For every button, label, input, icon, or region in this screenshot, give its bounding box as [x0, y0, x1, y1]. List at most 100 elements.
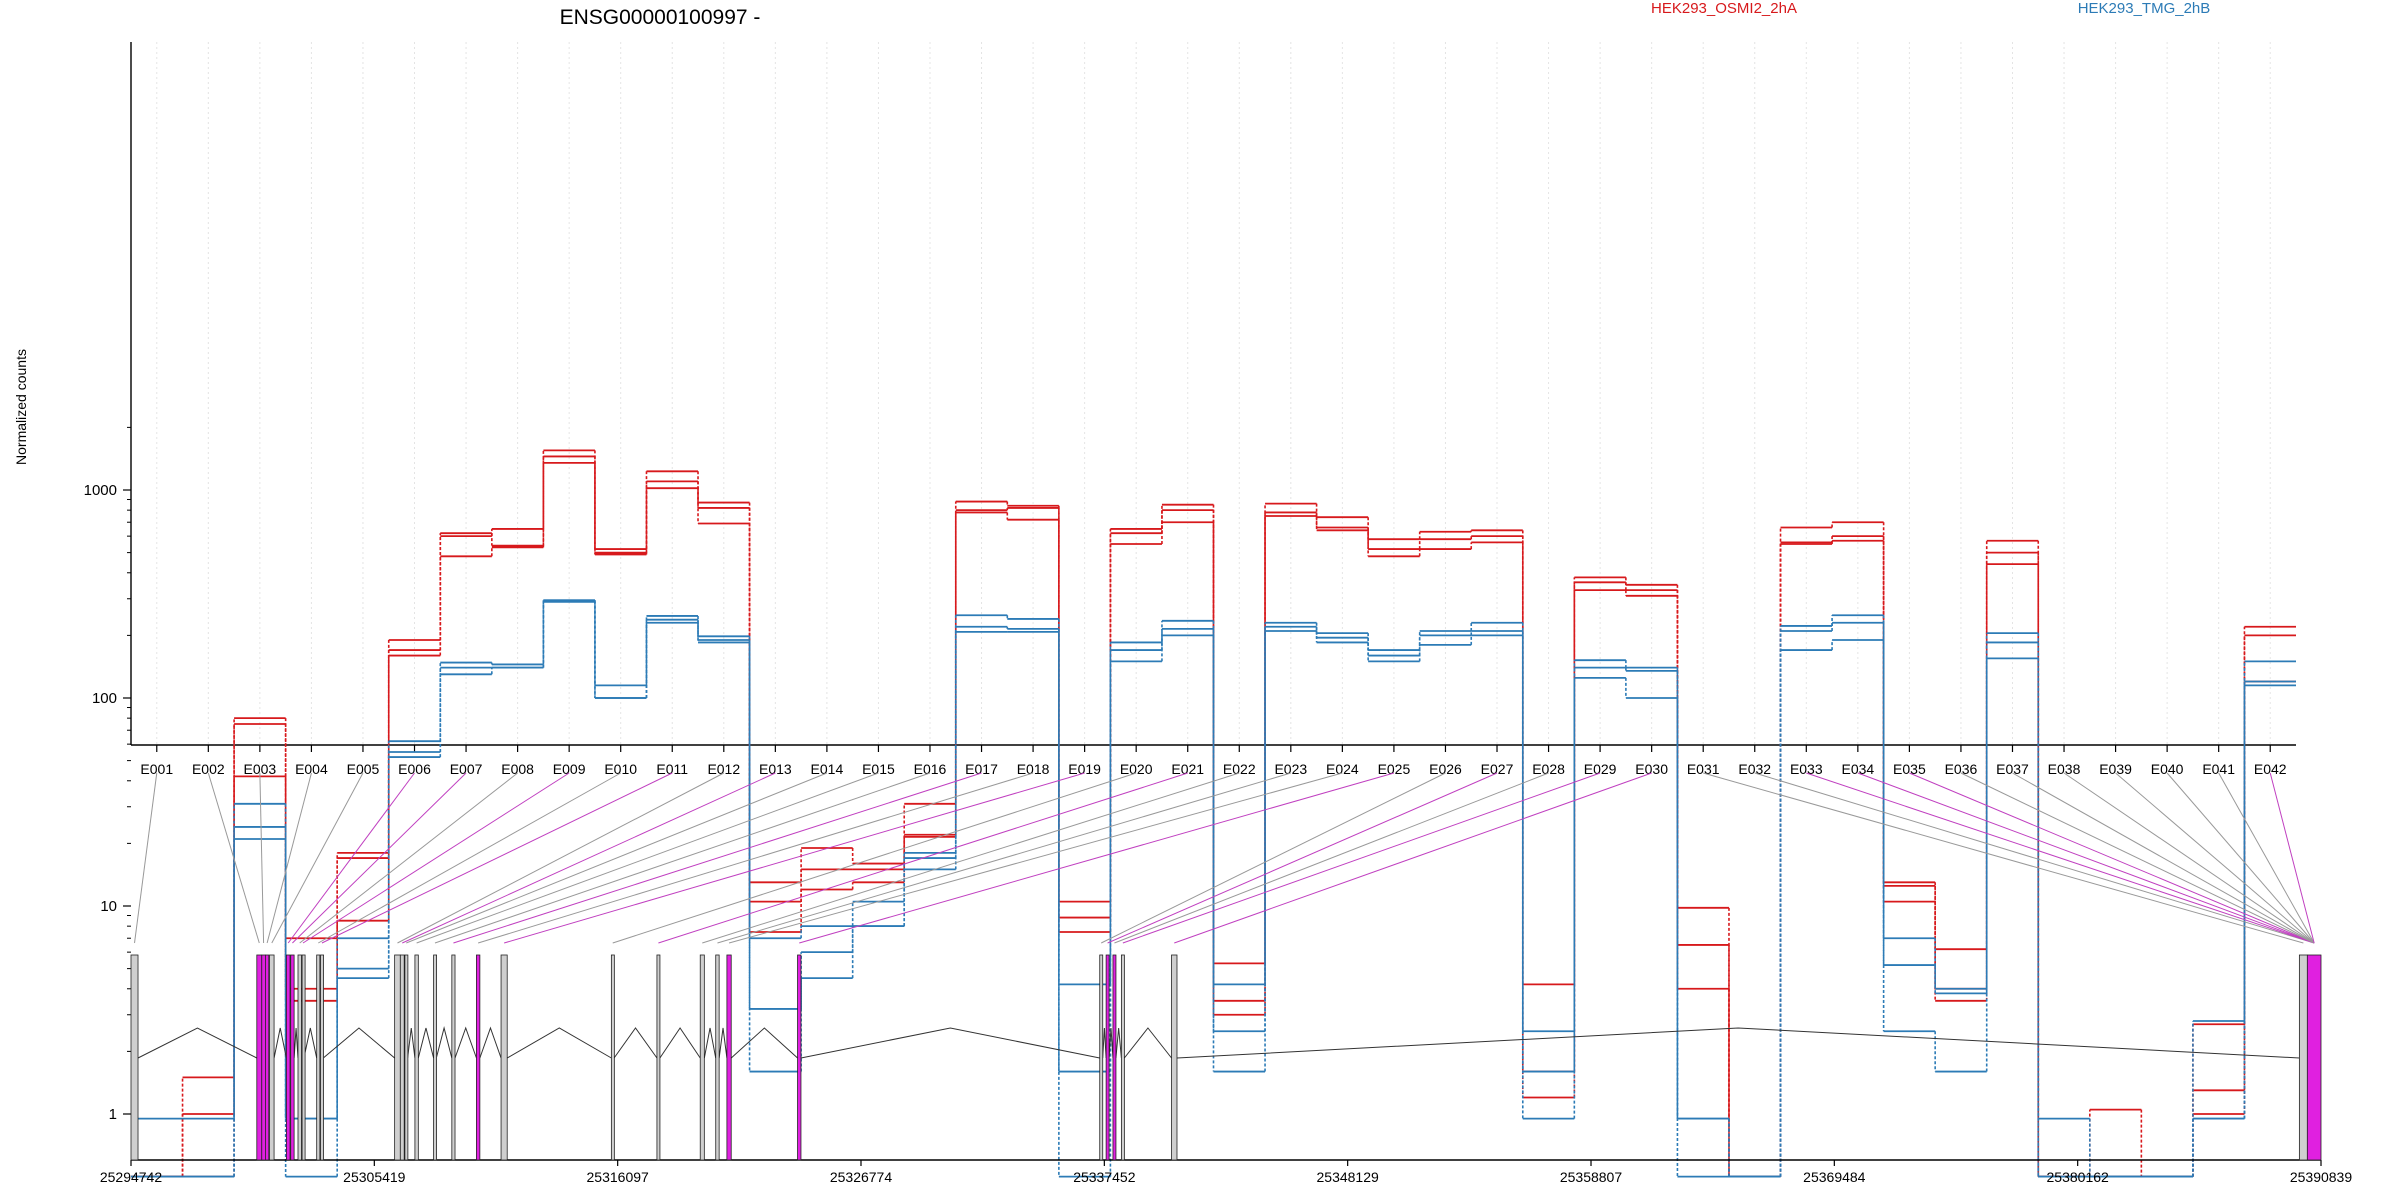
intron-line — [718, 1027, 728, 1059]
intron-line — [407, 1027, 416, 1059]
x-tick-label-e017: E017 — [965, 761, 998, 777]
x-tick-label-e027: E027 — [1481, 761, 1514, 777]
x-tick-label-e015: E015 — [862, 761, 895, 777]
exon-box — [433, 954, 437, 1161]
exon-box — [726, 954, 732, 1161]
x-tick-label-e021: E021 — [1171, 761, 1204, 777]
exon-box — [301, 954, 306, 1161]
x-tick-label-e019: E019 — [1068, 761, 1101, 777]
exon-box — [394, 954, 401, 1161]
y-axis-label: Normalized counts — [13, 349, 29, 465]
x-tick-label-e004: E004 — [295, 761, 328, 777]
x-tick-label-e029: E029 — [1584, 761, 1617, 777]
x-tick-label-e001: E001 — [140, 761, 173, 777]
x-tick-label-e036: E036 — [1945, 761, 1978, 777]
intron-line — [435, 1026, 453, 1059]
x-tick-label-e039: E039 — [2099, 761, 2132, 777]
intron-line — [1176, 1027, 2300, 1059]
exon-connector-line — [292, 772, 467, 944]
exon-connector-line — [318, 772, 621, 944]
genomic-coordinate-label: 25305419 — [343, 1169, 406, 1185]
x-tick-label-e016: E016 — [914, 761, 947, 777]
x-tick-label-e002: E002 — [192, 761, 225, 777]
exon-connector-line — [2115, 772, 2315, 944]
exon-connector-line — [207, 772, 260, 944]
exon-connector-line — [321, 772, 673, 944]
x-tick-label-e006: E006 — [398, 761, 431, 777]
exon-box — [1171, 954, 1178, 1161]
x-tick-label-e034: E034 — [1841, 761, 1874, 777]
x-tick-label-e023: E023 — [1274, 761, 1307, 777]
exon-connector-line — [1107, 772, 1498, 944]
exon-connector-line — [434, 772, 931, 944]
exon-box — [130, 954, 139, 1161]
x-tick-label-e032: E032 — [1738, 761, 1771, 777]
exon-connector-line — [1703, 772, 2304, 944]
x-tick-label-e038: E038 — [2048, 761, 2081, 777]
x-tick-label-e024: E024 — [1326, 761, 1359, 777]
x-tick-label-e031: E031 — [1687, 761, 1720, 777]
x-tick-label-e022: E022 — [1223, 761, 1256, 777]
exon-connector-line — [799, 772, 1395, 944]
exon-box — [297, 954, 302, 1161]
exon-connector-line — [416, 772, 879, 944]
intron-line — [137, 1027, 258, 1059]
exon-connector-line — [1114, 772, 1549, 944]
intron-line — [1102, 1027, 1107, 1059]
exon-box — [290, 954, 295, 1161]
x-tick-label-e020: E020 — [1120, 761, 1153, 777]
exon-connector-line — [658, 772, 1188, 944]
exon-box — [316, 954, 321, 1161]
exon-box — [797, 954, 802, 1161]
exon-box — [610, 954, 615, 1161]
x-tick-label-e013: E013 — [759, 761, 792, 777]
exon-connector-line — [728, 772, 1343, 944]
x-tick-label-e018: E018 — [1017, 761, 1050, 777]
exon-box — [265, 954, 270, 1161]
exon-connector-line — [402, 772, 776, 944]
genomic-coordinate-label: 25358807 — [1560, 1169, 1623, 1185]
intron-line — [506, 1027, 612, 1059]
exon-box — [285, 954, 291, 1161]
genomic-coordinate-label: 25369484 — [1803, 1169, 1866, 1185]
exon-box — [414, 954, 419, 1161]
exon-connector-line — [259, 772, 265, 944]
genomic-coordinate-label: 25294742 — [100, 1169, 163, 1185]
exon-connector-line — [2012, 772, 2315, 944]
intron-line — [454, 1026, 477, 1059]
x-tick-label-e025: E025 — [1378, 761, 1411, 777]
exon-connector-line — [702, 772, 1240, 944]
x-tick-label-e033: E033 — [1790, 761, 1823, 777]
x-tick-label-e005: E005 — [347, 761, 380, 777]
x-tick-label-e035: E035 — [1893, 761, 1926, 777]
exon-box — [1120, 954, 1125, 1161]
exon-connector-line — [299, 772, 518, 944]
intron-line — [730, 1027, 798, 1059]
exon-box — [715, 954, 720, 1161]
intron-line — [1123, 1027, 1172, 1059]
exon-box — [1112, 954, 1117, 1161]
exon-box — [656, 954, 661, 1161]
intron-line — [322, 1027, 395, 1059]
y-tick-label: 100 — [92, 690, 117, 707]
gene-model-track: 25294742 25305419 25316097 25326774 25337452… — [100, 772, 2352, 1185]
intron-line — [303, 1027, 318, 1059]
genomic-coordinate-label: 25316097 — [587, 1169, 650, 1185]
x-tick-label-e007: E007 — [450, 761, 483, 777]
intron-line — [293, 1027, 299, 1059]
exon-connector-line — [453, 772, 982, 944]
plot-area: 1 10 100 1000 E001 E002 E003 E004 E005 E006 E007 E0… — [84, 42, 2296, 1178]
exon-connector-line — [266, 772, 312, 944]
intron-line — [659, 1027, 701, 1059]
x-tick-label-e012: E012 — [707, 761, 740, 777]
exon-box — [1105, 954, 1110, 1161]
x-tick-label-e040: E040 — [2151, 761, 2184, 777]
x-tick-label-e026: E026 — [1429, 761, 1462, 777]
legend-entry-group-1: HEK293_OSMI2_2hA — [1651, 0, 1797, 17]
exon-box — [404, 954, 409, 1161]
intron-line — [273, 1027, 287, 1059]
intron-line — [479, 1026, 502, 1059]
intron-line — [1108, 1027, 1114, 1059]
exon-connector-line — [1100, 772, 1446, 944]
